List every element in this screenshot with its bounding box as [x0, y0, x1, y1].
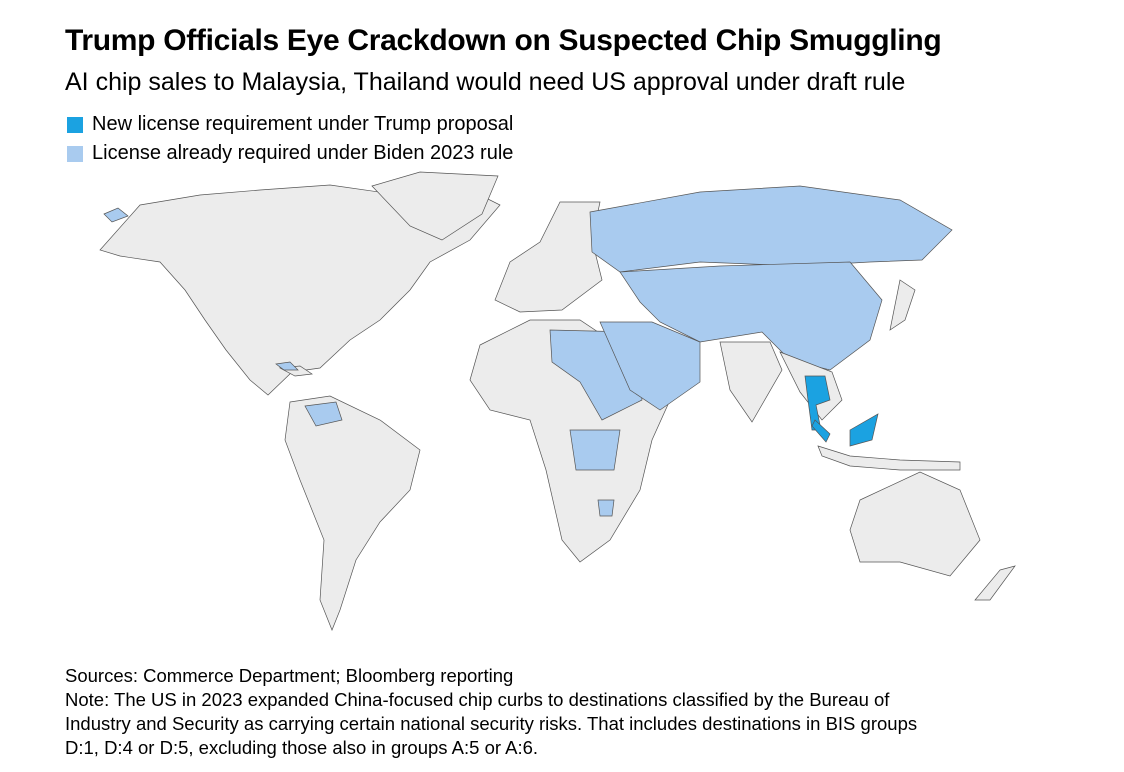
sources: Sources: Commerce Department; Bloomberg …: [65, 665, 514, 686]
australia: [849, 471, 981, 577]
europe: [494, 201, 603, 313]
legend-label: License already required under Biden 202…: [92, 142, 514, 164]
indonesia: [817, 445, 961, 471]
world-map: [99, 171, 1016, 631]
india: [719, 341, 783, 423]
thailand: [804, 375, 831, 431]
legend-swatch: [67, 145, 83, 162]
new-zealand: [974, 565, 1016, 601]
legend-item: New license requirement under Trump prop…: [67, 113, 513, 136]
japan: [889, 279, 916, 331]
greenland: [371, 171, 499, 241]
north-america: [99, 184, 501, 396]
subtitle: AI chip sales to Malaysia, Thailand woul…: [65, 68, 906, 96]
note-line: Industry and Security as carrying certai…: [65, 713, 918, 734]
malaysia: [811, 413, 879, 447]
venezuela: [304, 401, 343, 427]
title: Trump Officials Eye Crackdown on Suspect…: [65, 24, 942, 57]
note-line: Note: The US in 2023 expanded China-focu…: [65, 689, 890, 710]
note-line: D:1, D:4 or D:5, excluding those also in…: [65, 737, 539, 758]
legend-label: New license requirement under Trump prop…: [92, 113, 514, 135]
legend-swatch: [67, 116, 83, 133]
cuba: [275, 361, 299, 371]
russia: [589, 185, 953, 273]
middle-east: [599, 321, 701, 411]
iceland: [103, 207, 129, 223]
south-america: [284, 395, 421, 631]
zimbabwe: [597, 499, 615, 517]
central-africa: [569, 429, 621, 471]
legend-item: License already required under Biden 202…: [67, 142, 513, 165]
